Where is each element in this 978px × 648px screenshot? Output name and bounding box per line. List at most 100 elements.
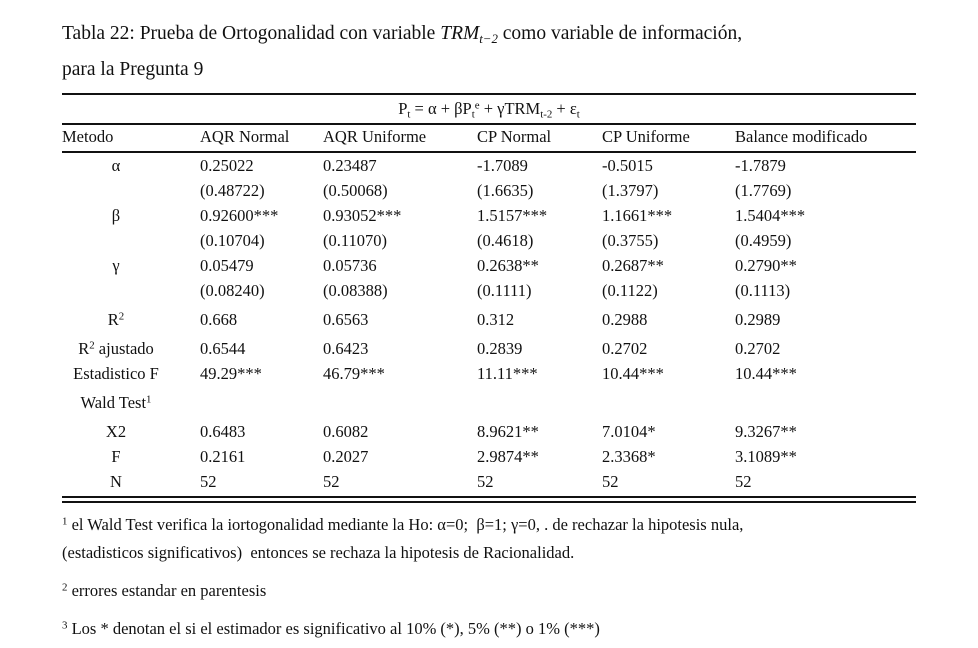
- text-segment: ajustado: [94, 339, 154, 358]
- row-label: F: [62, 444, 200, 469]
- footnotes: 1 el Wald Test verifica la iortogonalida…: [62, 511, 916, 643]
- content-area: Tabla 22: Prueba de Ortogonalidad con va…: [62, 16, 916, 643]
- data-cell: 0.2702: [602, 339, 648, 358]
- data-cell: 46.79***: [323, 364, 385, 383]
- table-row: N 52 52 52 52 52: [62, 469, 916, 500]
- data-cell: 0.92600***: [200, 206, 279, 225]
- text-segment: t-2: [540, 108, 553, 121]
- data-cell: 0.6544: [200, 339, 246, 358]
- text-segment: 2: [118, 310, 125, 323]
- text-segment: t−2: [479, 31, 498, 46]
- data-cell: (1.6635): [477, 181, 534, 200]
- data-cell: 0.05736: [323, 256, 377, 275]
- data-cell: 52: [200, 472, 217, 491]
- data-cell: (0.08388): [323, 281, 388, 300]
- footnote: 2 errores estandar en parentesis: [62, 577, 916, 605]
- text-segment: = α + βP: [410, 99, 472, 118]
- table-row: (0.48722) (0.50068) (1.6635) (1.3797) (1.776…: [62, 178, 916, 203]
- data-cell: (0.1111): [477, 281, 532, 300]
- text-segment: Tabla 22: Prueba de Ortogonalidad con va…: [62, 23, 441, 44]
- data-cell: 0.05479: [200, 256, 254, 275]
- table-row: Estadistico F 49.29*** 46.79*** 11.11*** 10.…: [62, 361, 916, 386]
- data-cell: 2.9874**: [477, 447, 539, 466]
- column-header: AQR Uniforme: [323, 125, 477, 153]
- column-header: Metodo: [62, 125, 200, 153]
- data-cell: 0.25022: [200, 156, 254, 175]
- text-segment: t: [471, 108, 475, 121]
- data-cell: 0.2989: [735, 310, 781, 329]
- column-header: AQR Normal: [200, 125, 323, 153]
- data-cell: 3.1089**: [735, 447, 797, 466]
- footnote-text: Los * denotan el si el estimador es sign…: [67, 619, 600, 638]
- data-cell: 0.6563: [323, 310, 369, 329]
- data-cell: (1.7769): [735, 181, 792, 200]
- row-label: Wald Test1: [62, 386, 200, 415]
- data-cell: [477, 386, 602, 415]
- footnote: 3 Los * denotan el si el estimador es si…: [62, 615, 916, 643]
- footnote-number: 1: [62, 515, 68, 528]
- text-segment: Estadistico F: [73, 364, 159, 383]
- footnote: 1 el Wald Test verifica la iortogonalida…: [62, 511, 916, 567]
- text-segment: como variable de información,: [497, 23, 743, 44]
- data-cell: 0.2161: [200, 447, 246, 466]
- footnote-text: errores estandar en parentesis: [67, 581, 267, 600]
- text-segment: β: [111, 206, 121, 225]
- data-cell: 1.5157***: [477, 206, 548, 225]
- data-cell: 0.2988: [602, 310, 648, 329]
- data-cell: 52: [735, 472, 752, 491]
- row-label: X2: [62, 415, 200, 444]
- table-row: (0.10704) (0.11070) (0.4618) (0.3755) (0.495…: [62, 228, 916, 253]
- data-cell: 1.1661***: [602, 206, 673, 225]
- footnote-text: el Wald Test verifica la iortogonalidad …: [67, 515, 744, 534]
- data-cell: 0.2790**: [735, 256, 797, 275]
- data-cell: 0.2687**: [602, 256, 664, 275]
- text-segment: e: [474, 99, 480, 112]
- data-cell: 0.2638**: [477, 256, 539, 275]
- data-cell: (1.3797): [602, 181, 659, 200]
- data-cell: 52: [323, 472, 340, 491]
- data-cell: (0.50068): [323, 181, 388, 200]
- header-row: Metodo AQR Normal AQR Uniforme CP Normal CP …: [62, 125, 916, 153]
- data-cell: 0.2702: [735, 339, 781, 358]
- data-cell: (0.08240): [200, 281, 265, 300]
- data-cell: (0.3755): [602, 231, 659, 250]
- table-row: F 0.2161 0.2027 2.9874** 2.3368* 3.1089**: [62, 444, 916, 469]
- text-segment: R: [107, 310, 119, 329]
- text-segment: X2: [105, 422, 127, 441]
- row-label: [62, 278, 200, 303]
- text-segment: + γTRM: [479, 99, 541, 118]
- row-label: [62, 178, 200, 203]
- data-cell: 52: [477, 472, 494, 491]
- text-segment: + ε: [552, 99, 577, 118]
- row-label: α: [62, 152, 200, 178]
- data-cell: 10.44***: [735, 364, 797, 383]
- data-cell: 0.6483: [200, 422, 246, 441]
- table-row: (0.08240) (0.08388) (0.1111) (0.1122) (0.111…: [62, 278, 916, 303]
- footnote-text: (estadisticos significativos) entonces s…: [62, 543, 575, 562]
- data-cell: (0.4618): [477, 231, 534, 250]
- data-cell: 0.2839: [477, 339, 523, 358]
- data-cell: 1.5404***: [735, 206, 806, 225]
- row-label: Estadistico F: [62, 361, 200, 386]
- text-segment: 2: [89, 339, 95, 352]
- text-segment: 1: [146, 393, 152, 406]
- table-title-line1: Tabla 22: Prueba de Ortogonalidad con va…: [62, 16, 916, 52]
- data-cell: 10.44***: [602, 364, 664, 383]
- table-row: γ 0.05479 0.05736 0.2638** 0.2687** 0.2790**: [62, 253, 916, 278]
- footnote-number: 2: [62, 581, 68, 594]
- text-segment: t: [407, 108, 411, 121]
- data-cell: 49.29***: [200, 364, 262, 383]
- row-label: R2: [62, 303, 200, 332]
- data-cell: 52: [602, 472, 619, 491]
- data-cell: -1.7089: [477, 156, 528, 175]
- data-cell: 0.2027: [323, 447, 369, 466]
- data-cell: 0.6082: [323, 422, 369, 441]
- text-segment: R: [78, 339, 90, 358]
- data-cell: (0.48722): [200, 181, 265, 200]
- table-row: R2 0.668 0.6563 0.312 0.2988 0.2989: [62, 303, 916, 332]
- table-row: α 0.25022 0.23487 -1.7089 -0.5015 -1.7879: [62, 152, 916, 178]
- data-cell: [200, 386, 323, 415]
- data-cell: (0.10704): [200, 231, 265, 250]
- data-cell: 0.668: [200, 310, 238, 329]
- text-segment: γ: [112, 256, 120, 275]
